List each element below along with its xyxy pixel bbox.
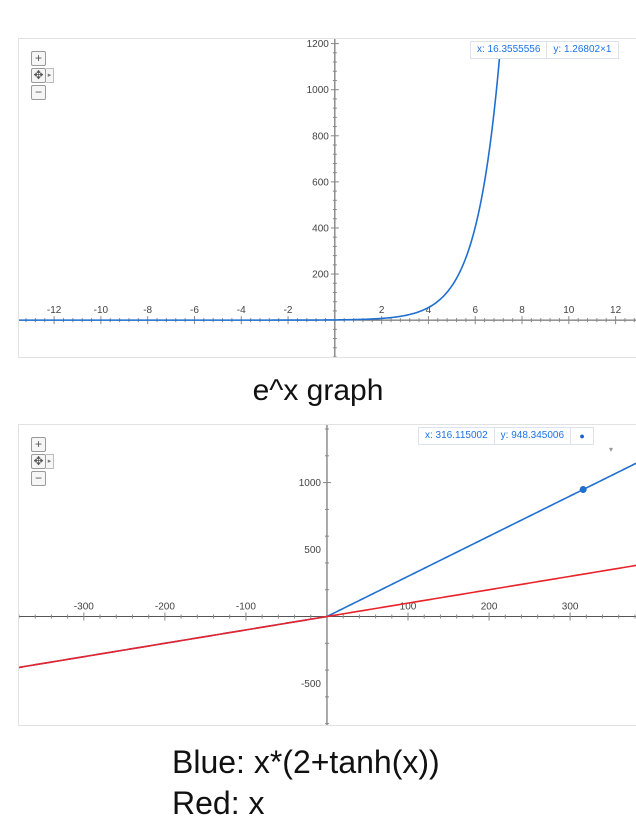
caption-blue-series: Blue: x*(2+tanh(x)) (172, 744, 440, 780)
y-tick-label: 400 (312, 223, 329, 234)
caption-exp-graph: e^x graph (252, 374, 384, 407)
caption-red-series: Red: x (172, 785, 265, 821)
exp-plot-area[interactable]: -12 -10 -8 -6 -4 -2 2 4 6 8 10 12 200 400 600 800 1000 12… (19, 39, 636, 357)
readout-y: y: 1.26802×1 (546, 41, 619, 59)
readout-x: x: 316.115002 (418, 427, 495, 445)
x-tick-label: 100 (400, 602, 417, 613)
x-tick-label: -4 (237, 305, 246, 316)
y-tick-label: 800 (312, 131, 329, 142)
y-tick-label: -500 (301, 679, 321, 690)
x-tick-label: 300 (562, 602, 579, 613)
series-dropdown-icon[interactable]: ▾ (608, 445, 613, 454)
series-line-2 (19, 564, 636, 669)
y-tick-label: 1200 (307, 39, 330, 50)
readout-x: x: 16.3555556 (470, 41, 548, 59)
zoom-in-button[interactable]: + (31, 51, 46, 66)
tanh-plot-area[interactable]: -300 -200 -100 100 200 300 -500 500 1000 (19, 425, 636, 725)
x-tick-label: 6 (472, 305, 478, 316)
y-tick-label: 200 (312, 270, 329, 281)
chart-panel-exp[interactable]: -12 -10 -8 -6 -4 -2 2 4 6 8 10 12 200 400 600 800 1000 12… (18, 38, 636, 358)
x-tick-label: -2 (284, 305, 293, 316)
x-tick-label: -100 (236, 602, 256, 613)
x-tick-label: 8 (519, 305, 525, 316)
pan-right-button[interactable]: ▸ (46, 68, 54, 83)
pan-icon[interactable]: ✥ (31, 454, 46, 469)
pan-icon[interactable]: ✥ (31, 68, 46, 83)
zoom-in-button[interactable]: + (31, 437, 46, 452)
x-tick-label: 12 (610, 305, 622, 316)
y-tick-label: 1000 (307, 85, 330, 96)
x-tick-label: 2 (379, 305, 385, 316)
coordinate-readout: x: 316.115002 y: 948.345006 ● (418, 427, 595, 445)
coordinate-readout: x: 16.3555556 y: 1.26802×1 (470, 41, 619, 59)
y-tick-label: 600 (312, 177, 329, 188)
x-tick-label: 200 (481, 602, 498, 613)
readout-y: y: 948.345006 (493, 427, 572, 445)
series-line-1 (19, 54, 501, 321)
x-tick-label: -200 (155, 602, 175, 613)
series-line-1 (19, 462, 636, 669)
chart-panel-tanh[interactable]: -300 -200 -100 100 200 300 -500 500 1000 + ✥ ▸ −… (18, 424, 636, 726)
y-tick-label: 500 (304, 545, 321, 556)
zoom-out-button[interactable]: − (31, 471, 46, 486)
zoom-out-button[interactable]: − (31, 85, 46, 100)
x-tick-label: -12 (47, 305, 62, 316)
x-tick-label: 10 (563, 305, 575, 316)
series-select-dot-icon[interactable]: ● (570, 427, 595, 445)
y-tick-label: 1000 (299, 478, 322, 489)
x-tick-label: -8 (143, 305, 152, 316)
hover-point-marker (579, 486, 587, 494)
x-tick-label: -10 (94, 305, 109, 316)
pan-right-button[interactable]: ▸ (46, 454, 54, 469)
x-tick-label: -300 (74, 602, 94, 613)
x-tick-label: 4 (426, 305, 432, 316)
x-tick-label: -6 (190, 305, 199, 316)
